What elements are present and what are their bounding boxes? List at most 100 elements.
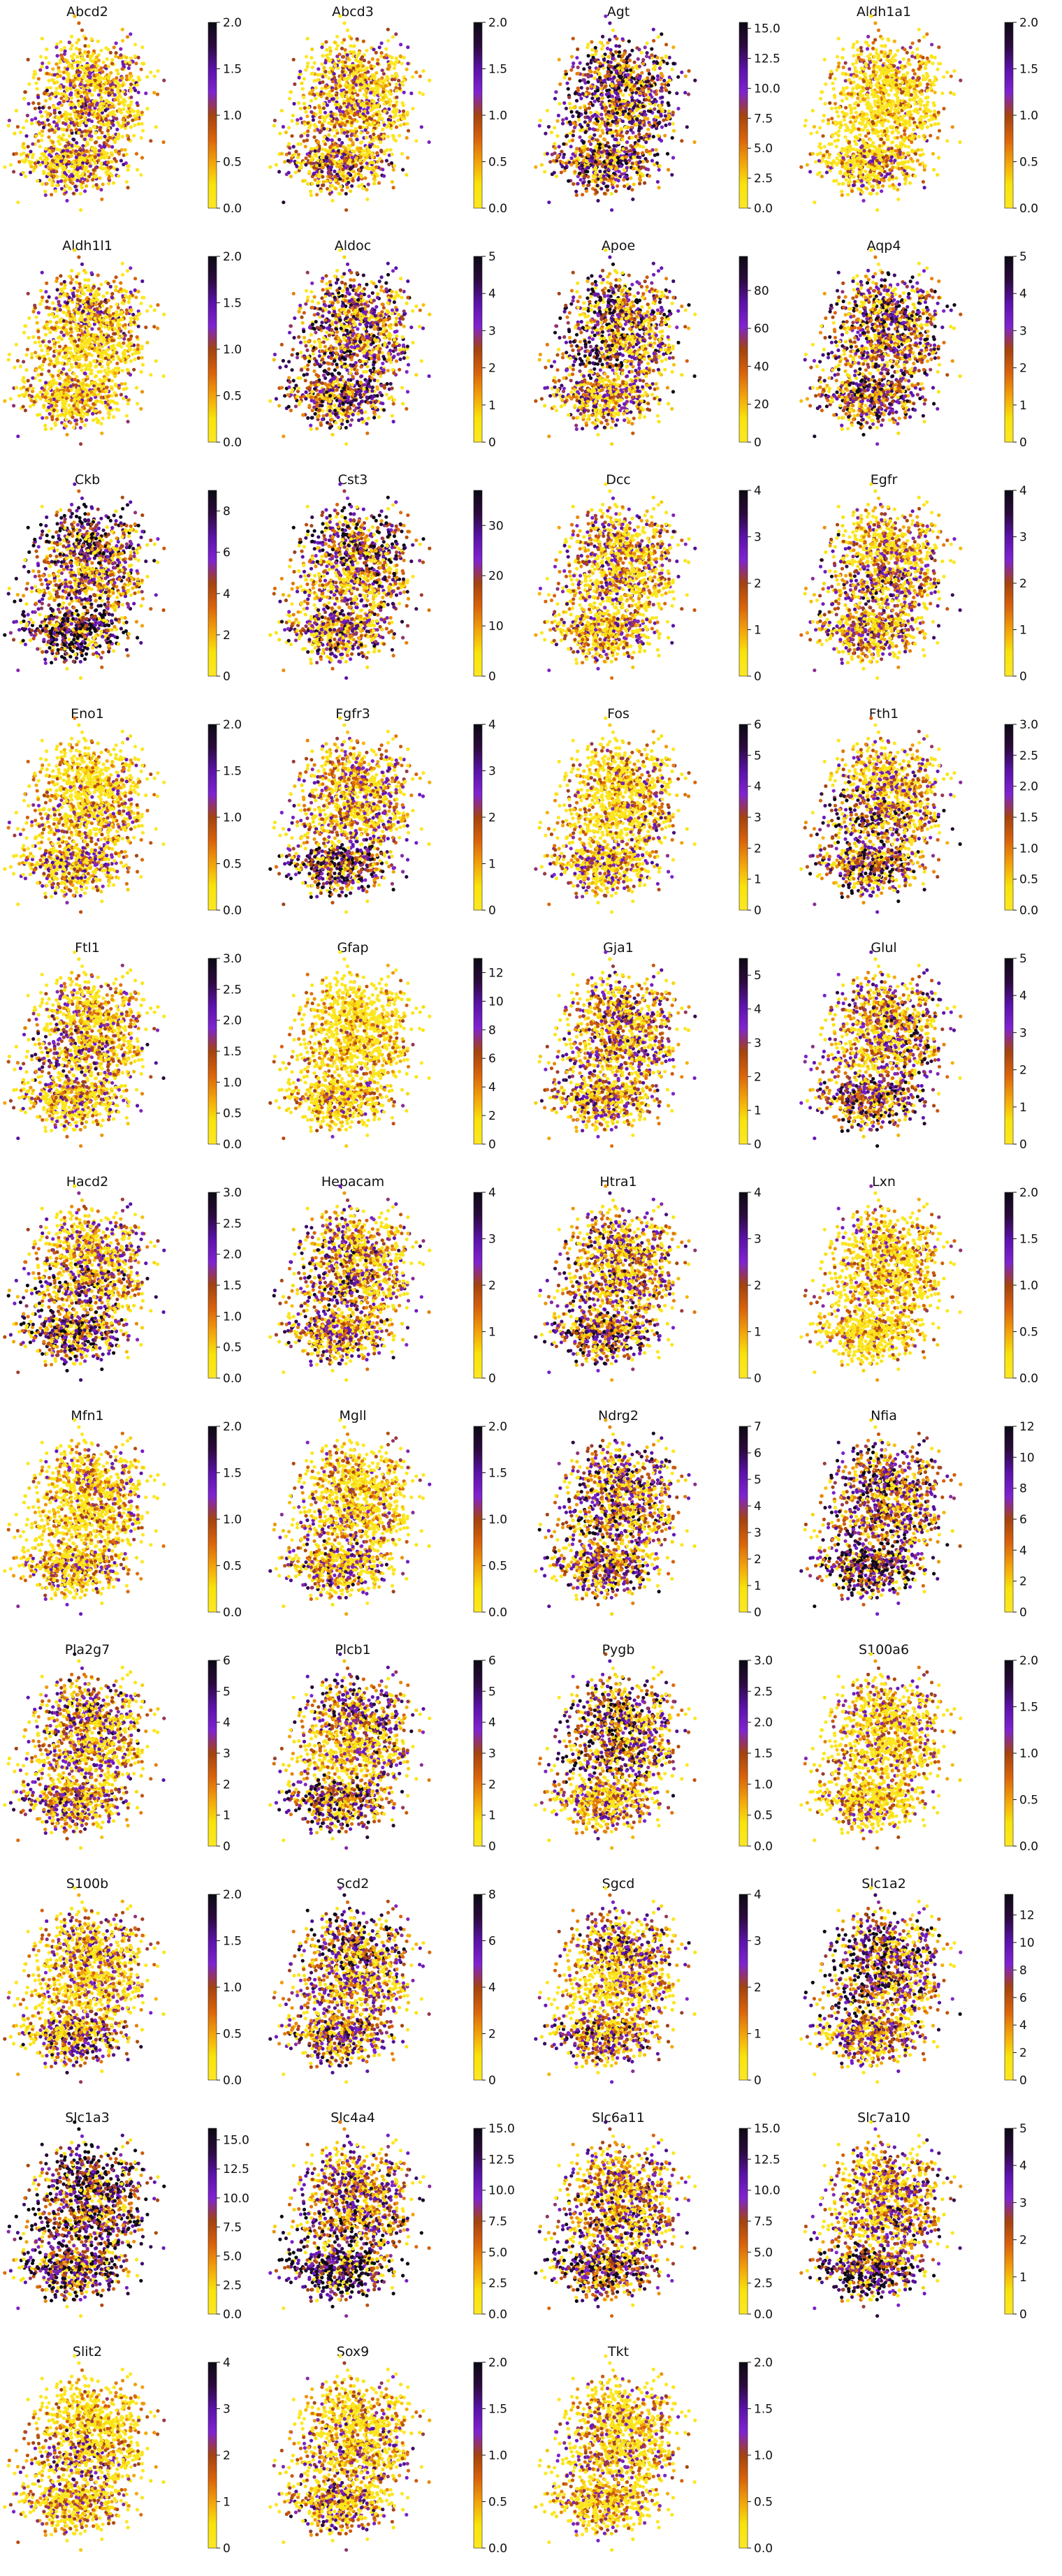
scatter-point bbox=[300, 82, 303, 85]
scatter-point bbox=[640, 166, 643, 169]
scatter-point bbox=[638, 182, 641, 185]
scatter-point bbox=[83, 50, 87, 54]
scatter-point bbox=[924, 66, 927, 70]
scatter-point bbox=[803, 124, 807, 127]
scatter-point bbox=[349, 133, 353, 137]
scatter-point bbox=[132, 87, 136, 90]
scatter-point bbox=[378, 116, 381, 119]
scatter-point bbox=[107, 176, 110, 180]
scatter-point bbox=[65, 184, 68, 187]
scatter-point bbox=[319, 111, 322, 115]
scatter-point bbox=[34, 107, 37, 110]
scatter-point bbox=[363, 110, 367, 113]
scatter-point bbox=[589, 61, 592, 64]
scatter-point bbox=[325, 96, 328, 100]
scatter-point bbox=[905, 71, 909, 75]
scatter-point bbox=[349, 167, 352, 170]
scatter-point bbox=[638, 65, 641, 68]
scatter-point bbox=[354, 105, 357, 109]
scatter-point bbox=[383, 152, 386, 156]
scatter-point bbox=[330, 114, 333, 117]
scatter-point bbox=[346, 186, 349, 189]
scatter-point bbox=[363, 93, 366, 96]
scatter-point bbox=[351, 86, 355, 89]
scatter-point bbox=[899, 61, 902, 64]
scatter-point bbox=[75, 70, 79, 73]
scatter-point bbox=[584, 92, 588, 96]
scatter-point bbox=[129, 82, 133, 86]
scatter-point bbox=[321, 80, 324, 84]
scatter-point bbox=[372, 161, 375, 164]
scatter-point bbox=[96, 64, 99, 68]
scatter-point bbox=[338, 177, 342, 181]
scatter-point bbox=[124, 60, 127, 64]
scatter-point bbox=[582, 67, 585, 71]
scatter-point bbox=[45, 66, 49, 69]
scatter-point bbox=[903, 47, 906, 51]
scatter-point bbox=[915, 53, 919, 57]
scatter-point bbox=[38, 145, 42, 148]
scatter-point bbox=[581, 193, 584, 196]
scatter-point bbox=[132, 134, 136, 138]
scatter-point bbox=[136, 101, 139, 105]
scatter-point bbox=[575, 56, 579, 59]
scatter-point bbox=[858, 133, 861, 137]
scatter-point bbox=[19, 131, 22, 134]
scatter-point bbox=[648, 93, 652, 96]
scatter-point bbox=[553, 152, 556, 155]
scatter-point bbox=[651, 101, 655, 104]
scatter-point bbox=[356, 68, 359, 72]
scatter-point bbox=[837, 133, 841, 137]
scatter-point bbox=[144, 92, 147, 95]
scatter-point bbox=[140, 136, 143, 140]
scatter-point bbox=[573, 170, 576, 173]
scatter-point bbox=[307, 126, 311, 129]
scatter-point bbox=[575, 193, 579, 197]
scatter-point bbox=[117, 152, 121, 156]
scatter-point bbox=[57, 180, 60, 184]
scatter-point bbox=[100, 131, 103, 134]
scatter-point bbox=[41, 106, 45, 110]
scatter-point bbox=[323, 61, 327, 64]
scatter-point bbox=[864, 72, 867, 75]
scatter-point bbox=[671, 110, 675, 114]
umap-panel-aldh1a1: Aldh1a1 0.0 0.5 1.0 1.5 2.0 bbox=[796, 0, 1062, 235]
scatter-point bbox=[22, 146, 26, 149]
scatter-point bbox=[380, 76, 384, 80]
scatter-point bbox=[903, 77, 907, 80]
scatter-point bbox=[133, 43, 137, 46]
scatter-point bbox=[547, 125, 551, 129]
scatter-point bbox=[99, 188, 103, 191]
scatter-point bbox=[83, 167, 87, 170]
scatter-point bbox=[687, 92, 690, 96]
scatter-point bbox=[110, 151, 113, 154]
scatter-point bbox=[37, 102, 41, 105]
scatter-point bbox=[293, 82, 296, 86]
scatter-point bbox=[402, 79, 406, 82]
scatter-point bbox=[340, 115, 343, 119]
scatter-point bbox=[314, 96, 317, 100]
scatter-point bbox=[310, 147, 313, 150]
scatter-point bbox=[69, 121, 73, 124]
scatter-point bbox=[112, 157, 116, 161]
scatter-point bbox=[292, 145, 296, 148]
scatter-point bbox=[56, 54, 59, 57]
scatter-point bbox=[328, 179, 332, 182]
scatter-point bbox=[600, 129, 604, 132]
scatter-point bbox=[34, 82, 38, 85]
scatter-point bbox=[58, 61, 61, 64]
scatter-point bbox=[41, 182, 44, 186]
scatter-point bbox=[25, 154, 29, 157]
scatter-point bbox=[349, 69, 353, 73]
scatter-point bbox=[868, 79, 871, 82]
scatter-point bbox=[352, 81, 356, 85]
scatter-point bbox=[80, 174, 83, 177]
scatter-point bbox=[630, 136, 634, 140]
scatter-point bbox=[611, 174, 614, 177]
scatter-point bbox=[667, 110, 671, 113]
scatter-point bbox=[671, 61, 675, 65]
scatter-point bbox=[664, 43, 668, 46]
scatter-point bbox=[306, 133, 310, 137]
scatter-point bbox=[112, 124, 115, 127]
